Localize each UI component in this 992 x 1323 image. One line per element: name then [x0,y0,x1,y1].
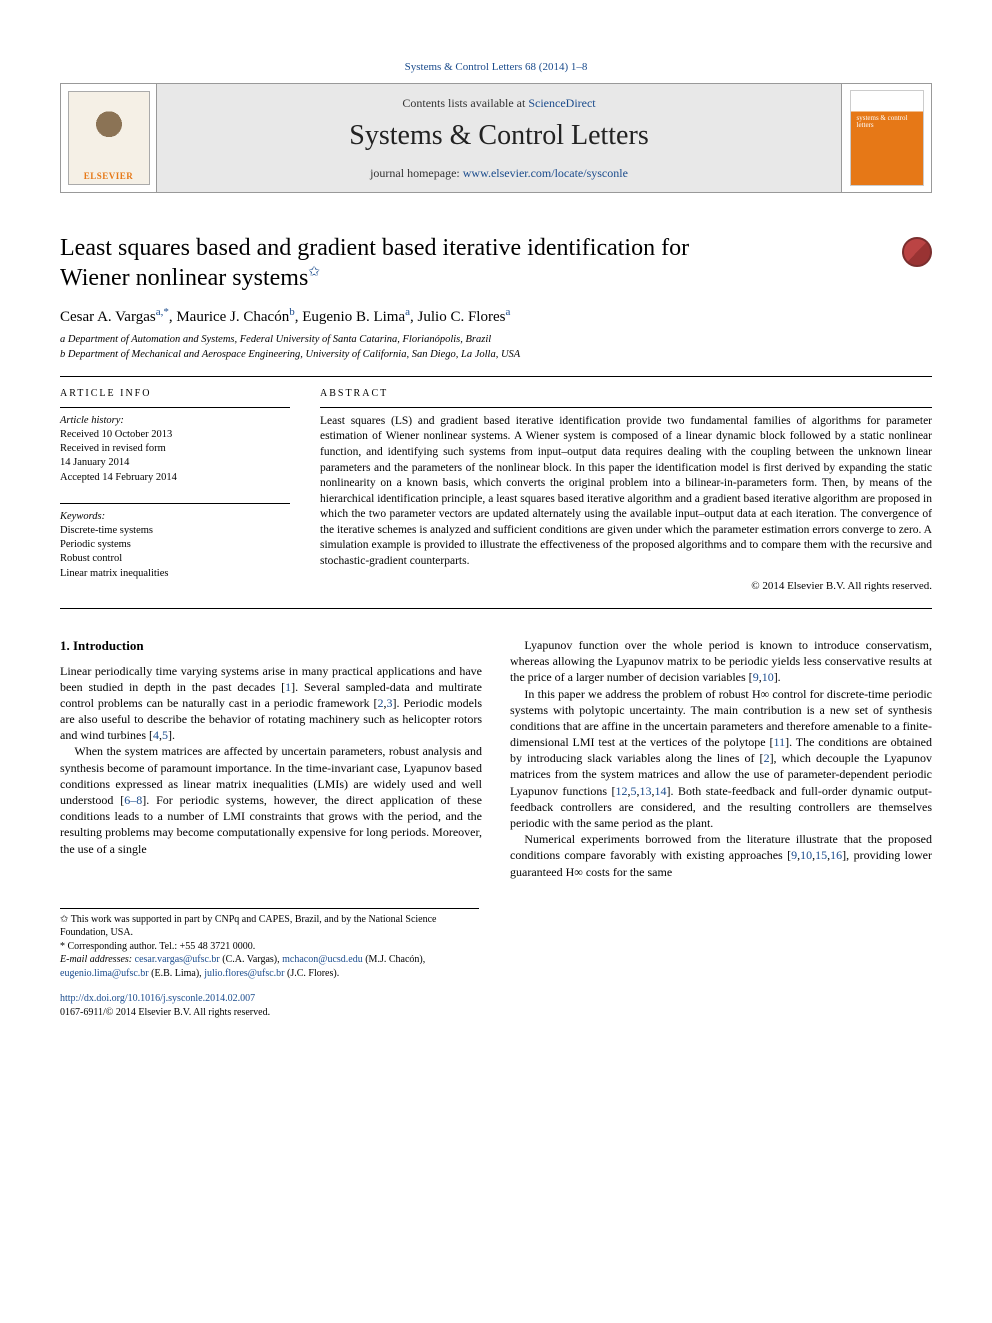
body-paragraph: Linear periodically time varying systems… [60,663,482,744]
journal-banner: Contents lists available at ScienceDirec… [60,83,932,193]
sciencedirect-link[interactable]: ScienceDirect [528,96,595,110]
body-paragraph: Numerical experiments borrowed from the … [510,831,932,880]
keywords-label: Keywords: [60,510,290,524]
body-columns: 1. Introduction Linear periodically time… [60,637,932,880]
journal-cover-box [841,84,931,192]
body-paragraph: When the system matrices are affected by… [60,743,482,856]
journal-homepage-line: journal homepage: www.elsevier.com/locat… [370,165,628,181]
running-head: Systems & Control Letters 68 (2014) 1–8 [60,60,932,75]
doi-block: http://dx.doi.org/10.1016/j.sysconle.201… [60,992,932,1019]
article-info-heading: ARTICLE INFO [60,387,290,401]
author-email-link[interactable]: julio.flores@ufsc.br [204,968,284,979]
keyword: Robust control [60,552,290,566]
title-footnote-star: ✩ [308,265,320,280]
contents-available-line: Contents lists available at ScienceDirec… [402,95,595,111]
journal-title: Systems & Control Letters [349,117,648,155]
received-date: Received 10 October 2013 [60,428,290,442]
elsevier-logo [68,91,150,185]
revised-label: Received in revised form [60,442,290,456]
info-abstract-row: ARTICLE INFO Article history: Received 1… [60,387,932,594]
corresponding-author: * Corresponding author. Tel.: +55 48 372… [60,940,479,954]
divider [60,376,932,377]
paper-page: Systems & Control Letters 68 (2014) 1–8 … [0,0,992,1059]
affiliation-a: a Department of Automation and Systems, … [60,333,932,348]
doi-link[interactable]: http://dx.doi.org/10.1016/j.sysconle.201… [60,993,255,1004]
author-email-link[interactable]: eugenio.lima@ufsc.br [60,968,149,979]
footnotes: ✩ This work was supported in part by CNP… [60,908,479,981]
abstract-heading: ABSTRACT [320,387,932,401]
divider [60,407,290,408]
author-list: Cesar A. Vargasa,*, Maurice J. Chacónb, … [60,305,932,327]
title-row: Least squares based and gradient based i… [60,233,932,293]
journal-cover-thumb [850,90,924,186]
abstract-copyright: © 2014 Elsevier B.V. All rights reserved… [320,579,932,594]
keyword: Linear matrix inequalities [60,567,290,581]
paper-title: Least squares based and gradient based i… [60,233,890,293]
article-info: ARTICLE INFO Article history: Received 1… [60,387,290,594]
keyword: Discrete-time systems [60,524,290,538]
keyword: Periodic systems [60,538,290,552]
citation-link[interactable]: Systems & Control Letters 68 (2014) 1–8 [405,61,588,73]
accepted-date: Accepted 14 February 2014 [60,471,290,485]
revised-date: 14 January 2014 [60,456,290,470]
journal-homepage-link[interactable]: www.elsevier.com/locate/sysconle [463,166,628,180]
section-heading: 1. Introduction [60,637,482,655]
author-email-link[interactable]: mchacon@ucsd.edu [282,954,363,965]
divider [320,407,932,408]
affiliation-b: b Department of Mechanical and Aerospace… [60,348,932,363]
abstract: ABSTRACT Least squares (LS) and gradient… [320,387,932,594]
abstract-text: Least squares (LS) and gradient based it… [320,414,932,569]
funding-footnote: ✩ This work was supported in part by CNP… [60,913,479,940]
divider [60,608,932,609]
body-paragraph: In this paper we address the problem of … [510,686,932,832]
history-label: Article history: [60,414,290,428]
banner-center: Contents lists available at ScienceDirec… [157,84,841,192]
affiliations: a Department of Automation and Systems, … [60,333,932,362]
author-email-link[interactable]: cesar.vargas@ufsc.br [135,954,220,965]
crossmark-icon[interactable] [902,237,932,267]
publisher-logo-box [61,84,157,192]
issn-copyright: 0167-6911/© 2014 Elsevier B.V. All right… [60,1007,270,1018]
body-paragraph: Lyapunov function over the whole period … [510,637,932,686]
divider [60,503,290,504]
email-addresses: E-mail addresses: cesar.vargas@ufsc.br (… [60,953,479,980]
